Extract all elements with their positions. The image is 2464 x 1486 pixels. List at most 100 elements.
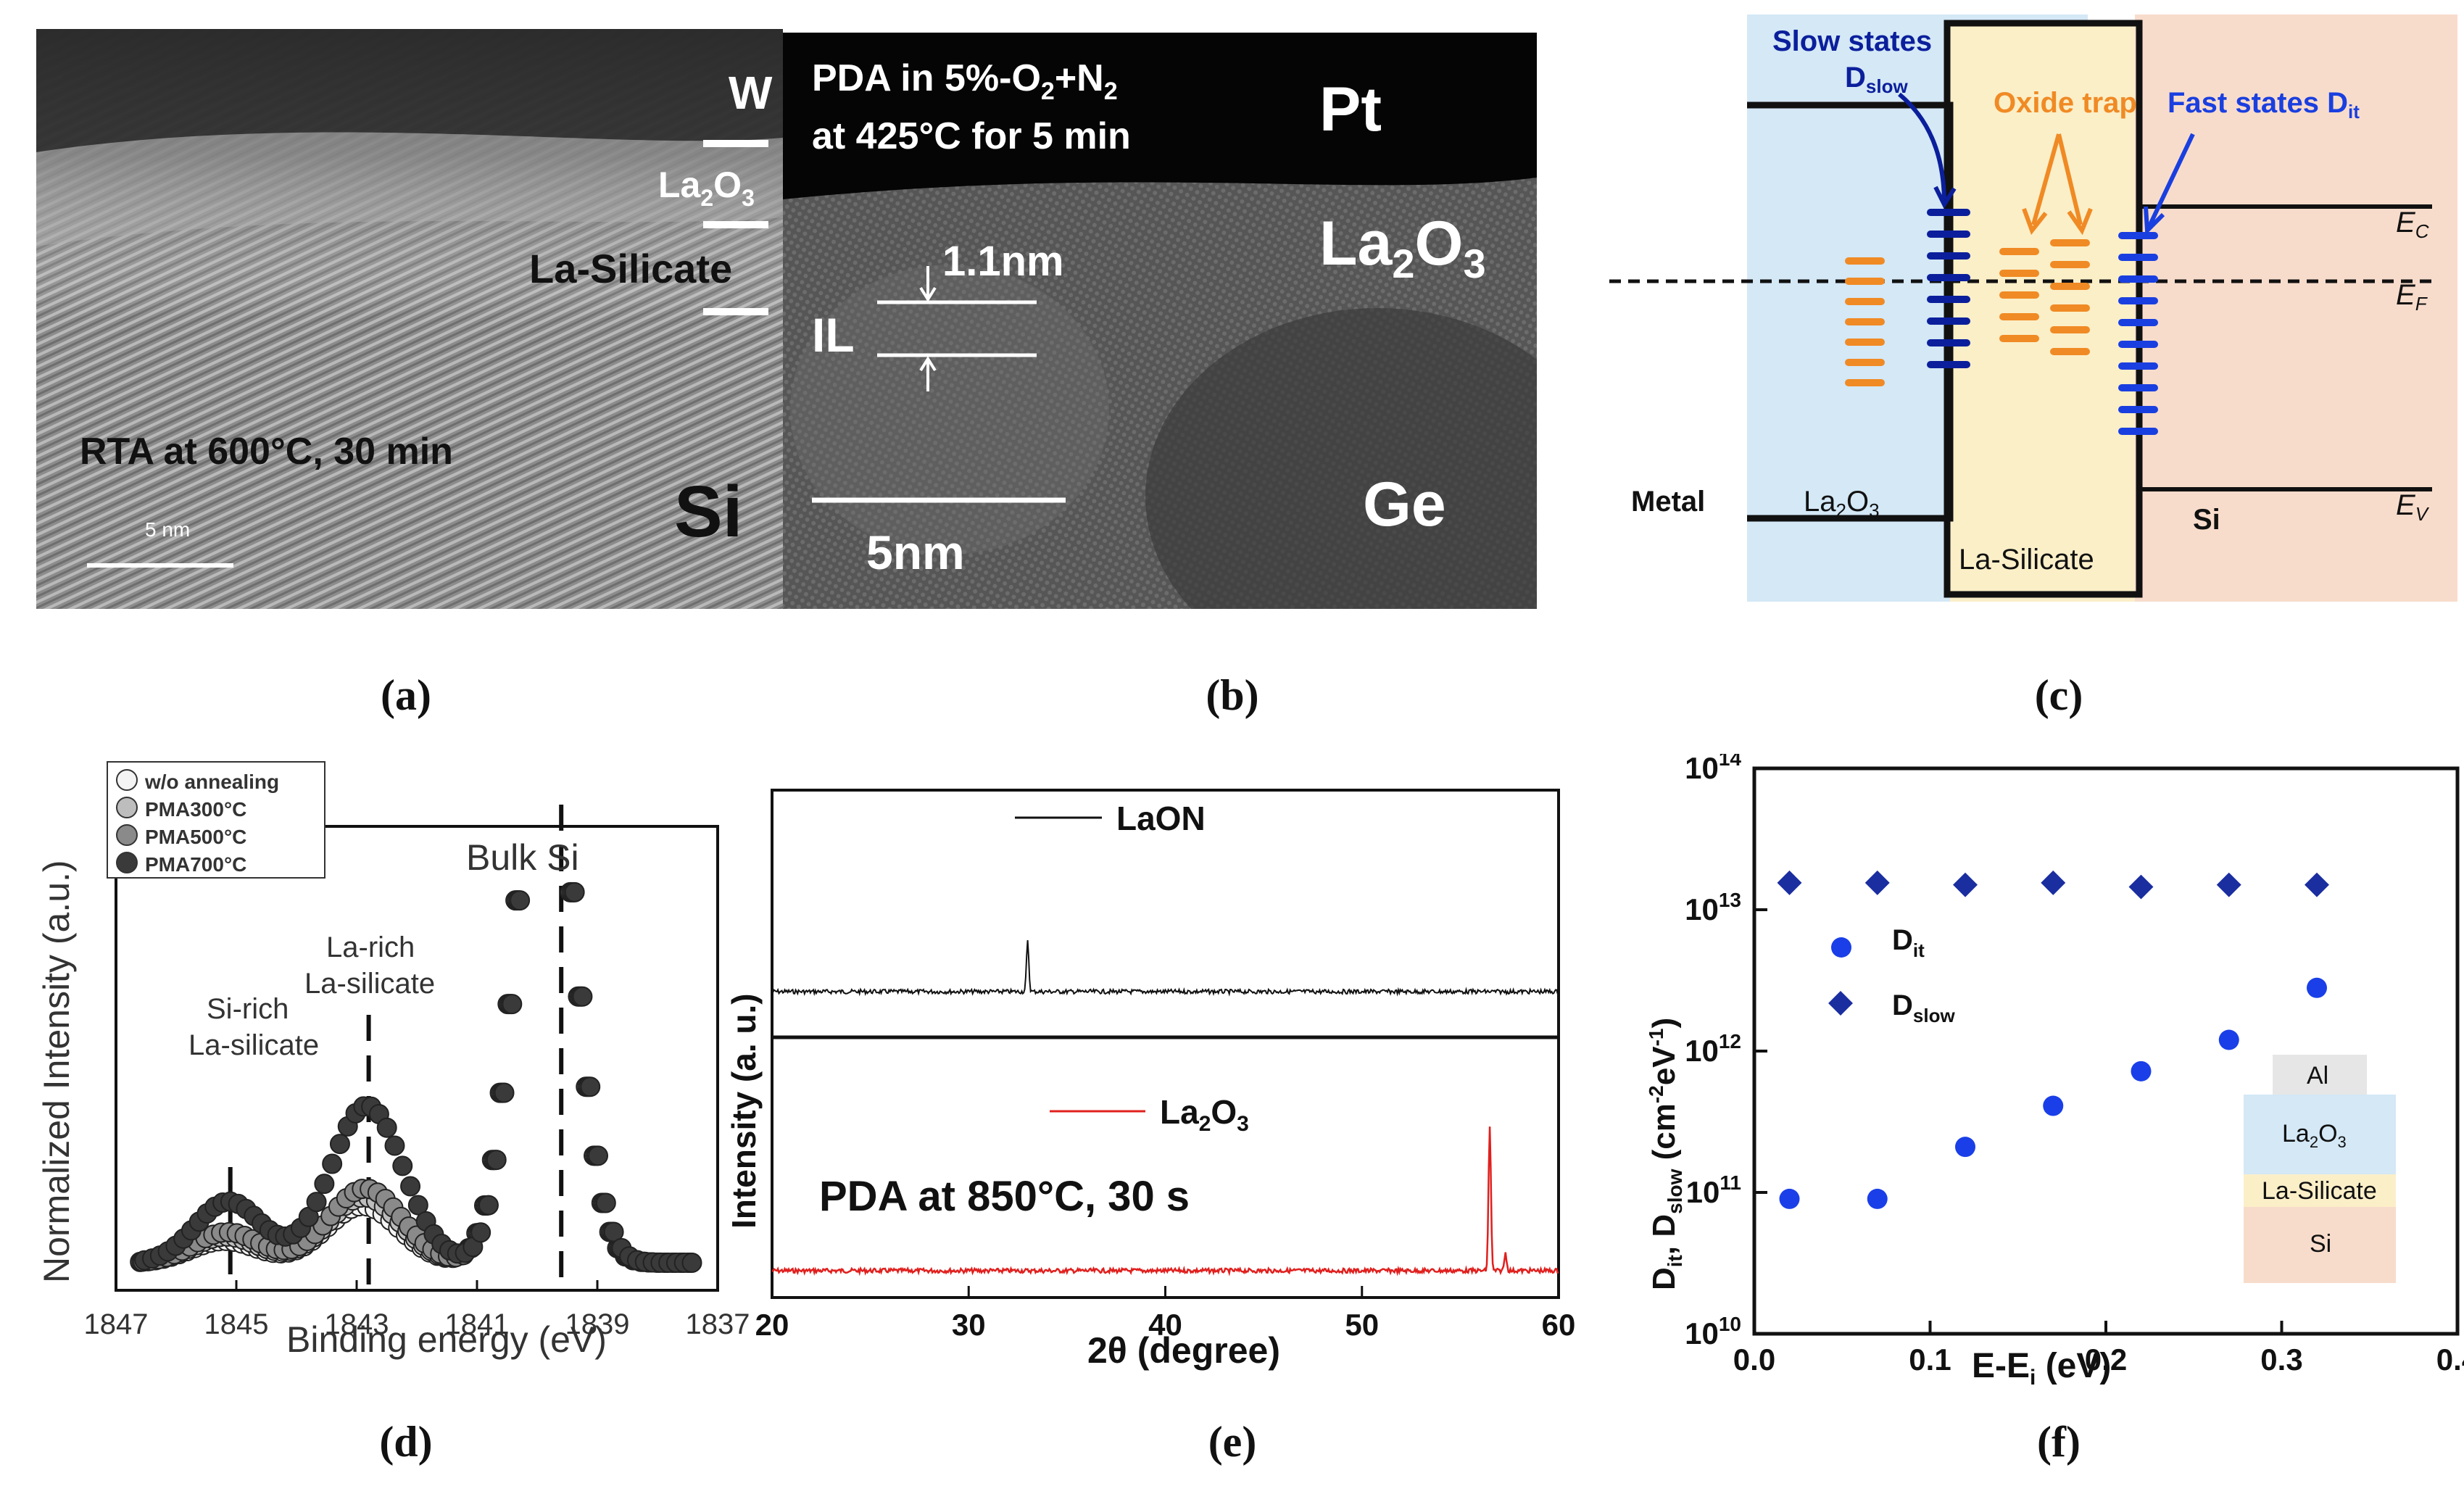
fast-states-label: Fast states Dit: [2168, 87, 2360, 123]
legend-d-box: [107, 761, 325, 879]
xps-data-point: [588, 1145, 609, 1166]
xlabel-e: 2θ (degree): [1087, 1330, 1280, 1371]
xlabel-d: Binding energy (eV): [286, 1319, 607, 1360]
caption-e: (e): [1208, 1418, 1257, 1466]
xtick-label-f: 0.4: [2436, 1342, 2464, 1377]
silicate-oxide-traps: [1999, 239, 2090, 355]
label-si: Si: [674, 471, 742, 552]
xlabel-f: E-Ei (eV): [1972, 1347, 2111, 1390]
label-pt: Pt: [1319, 75, 1382, 144]
plot-frame-e: [771, 789, 1560, 1299]
ef-label: EF: [2396, 279, 2428, 315]
xtick-label-f: 0.2: [2085, 1342, 2127, 1377]
bulk-si-annotation: Bulk Si: [466, 837, 579, 878]
dslow-data-point: [2216, 872, 2241, 897]
stack-la2o3-layer: [2244, 1095, 2396, 1174]
oxide-trap-arrow-right: [2057, 133, 2083, 225]
dit-data-point: [1867, 1188, 1888, 1209]
xps-data-point: [564, 881, 585, 902]
xps-data-point: [494, 1082, 515, 1103]
panel-b-tem-image: PDA in 5%-O2+N2 at 425°C for 5 min Pt La…: [783, 33, 1537, 609]
stack-la2o3-label: La2O3: [2282, 1120, 2347, 1151]
ytick-label-f: 1013: [1685, 889, 1741, 926]
pda-condition-line2: at 425°C for 5 min: [812, 115, 1131, 157]
stack-al-layer: [2273, 1055, 2367, 1095]
legend-d-marker: [116, 769, 138, 791]
xtick-label-d: 1839: [565, 1308, 630, 1340]
dslow-data-point: [2041, 870, 2066, 895]
xtick-label-d: 1837: [686, 1308, 750, 1340]
stack-si-layer: [2244, 1207, 2396, 1283]
xps-data-point: [502, 994, 523, 1015]
xps-data-point: [478, 1195, 499, 1216]
xtick-label-e: 50: [1345, 1308, 1379, 1342]
oxide-trap-arrow-left: [2031, 133, 2061, 225]
legend-dslow-label: Dslow: [1892, 989, 1955, 1026]
dslow-data-point: [2305, 872, 2329, 897]
slow-states-label: Slow states: [1772, 25, 1932, 57]
xtick-label-f: 0.1: [1909, 1342, 1951, 1377]
label-la2o3-b: La2O3: [1319, 209, 1486, 286]
ylabel-d: Normalized Intensity (a.u.): [36, 860, 77, 1283]
ytick-label-f: 1010: [1685, 1313, 1741, 1350]
xps-data-point: [376, 1117, 397, 1138]
label-il: IL: [812, 308, 855, 362]
xtick-label-e: 60: [1542, 1308, 1576, 1342]
fast-states-markers: [2118, 232, 2158, 435]
xps-data-point: [572, 986, 593, 1007]
legend-d-label: w/o annealing: [144, 771, 279, 793]
stack-silicate-layer: [2244, 1174, 2396, 1207]
dit-data-point: [2043, 1095, 2064, 1116]
panel-f-density-chart: 0.00.10.20.30.410101011101210131014 Dit …: [1645, 754, 2464, 1390]
label-w: W: [729, 67, 773, 119]
si-rich-annotation-2: La-silicate: [188, 1029, 319, 1061]
ylabel-e: Intensity (a. u.): [725, 993, 763, 1229]
stack-al-label: Al: [2307, 1062, 2328, 1089]
xps-data-point: [384, 1135, 405, 1156]
xtick-label-e: 40: [1148, 1308, 1182, 1342]
panel-c-band-diagram: Slow states Dslow Oxide trap Fast states…: [1609, 14, 2457, 609]
legend-laon-label: LaON: [1116, 800, 1206, 837]
xps-data-point: [314, 1174, 335, 1195]
xps-data-point: [400, 1176, 421, 1197]
xtick-label-e: 20: [755, 1308, 789, 1342]
silicate-band-edge: [1944, 20, 2143, 598]
caption-a: (a): [381, 671, 431, 719]
xps-data-point: [306, 1192, 327, 1213]
xtick-label-d: 1841: [445, 1308, 510, 1340]
pda-annotation-e: PDA at 850°C, 30 s: [819, 1173, 1190, 1220]
legend-d-marker: [116, 852, 138, 873]
xps-data-point: [322, 1153, 343, 1174]
ylabel-f: Dit, Dslow (cm-2eV-1): [1645, 1018, 1686, 1290]
si-label-c: Si: [2193, 504, 2220, 536]
si-rich-annotation-1: Si-rich: [207, 993, 289, 1025]
stack-si-label: Si: [2310, 1230, 2331, 1258]
caption-b: (b): [1206, 671, 1259, 719]
legend-d-label: PMA300°C: [145, 798, 246, 821]
slow-states-markers: [1927, 209, 1970, 368]
dslow-data-point: [1777, 870, 1802, 895]
scale-bar-a-label: 5 nm: [145, 518, 190, 541]
xps-data-point: [603, 1221, 624, 1242]
series-la2o3-line: [771, 1126, 1559, 1277]
legend-d-label: PMA500°C: [145, 826, 246, 848]
ec-label: EC: [2396, 207, 2429, 242]
label-la2o3: La2O3: [658, 165, 755, 211]
oxide-trap-label: Oxide trap: [1994, 87, 2137, 119]
legend-la2o3-label: La2O3: [1160, 1093, 1249, 1136]
xps-data-point: [470, 1222, 491, 1243]
xps-data-point: [486, 1150, 507, 1171]
ytick-label-f: 1011: [1686, 1171, 1741, 1209]
panel-a-tem-image: W La2O3 La-Silicate Si RTA at 600°C, 30 …: [36, 29, 783, 609]
pda-condition-line1: PDA in 5%-O2+N2: [812, 57, 1118, 105]
caption-f: (f): [2037, 1418, 2081, 1466]
legend-dit-label: Dit: [1892, 924, 1925, 961]
fast-states-arrow: [2147, 133, 2195, 228]
xtick-label-e: 30: [952, 1308, 986, 1342]
legend-dit-marker: [1831, 937, 1851, 958]
silicate-label-c: La-Silicate: [1959, 544, 2094, 576]
legend-d-marker: [116, 797, 138, 818]
la-rich-annotation-2: La-silicate: [304, 968, 435, 1000]
dit-data-point: [2307, 977, 2327, 998]
xps-data-point: [392, 1155, 413, 1176]
